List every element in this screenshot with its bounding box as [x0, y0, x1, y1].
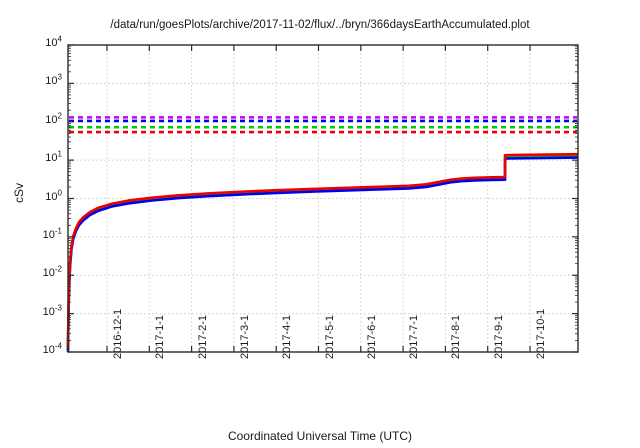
x-tick-label: 2017-5-1 — [323, 314, 336, 359]
x-tick-label: 2017-6-1 — [365, 314, 378, 359]
x-tick-label: 2017-3-1 — [238, 314, 251, 359]
y-tick-label: 102 — [45, 111, 62, 126]
y-tick-label: 104 — [45, 34, 62, 49]
y-tick-label: 101 — [45, 149, 62, 165]
x-tick-label: 2017-9-1 — [492, 314, 505, 359]
accumulated-dose-red — [66, 152, 579, 348]
x-tick-label: 2016-12-1 — [112, 308, 124, 359]
x-tick-label: 2017-1-1 — [154, 314, 167, 359]
x-tick-label: 2017-2-1 — [196, 314, 209, 359]
y-tick-label: 10-1 — [42, 226, 62, 241]
x-tick-label: 2017-10-1 — [535, 308, 547, 359]
y-tick-label: 103 — [45, 72, 62, 88]
y-tick-label: 100 — [45, 187, 62, 203]
y-tick-label: 10-3 — [42, 302, 62, 318]
chart-title: /data/run/goesPlots/archive/2017-11-02/f… — [110, 19, 530, 31]
axis-frame-layer — [67, 44, 579, 353]
x-tick-label: 2017-4-1 — [281, 314, 294, 359]
threshold-lines-layer — [69, 116, 577, 134]
x-axis-label: Coordinated Universal Time (UTC) — [227, 429, 413, 443]
x-tick-label: 2017-8-1 — [450, 314, 463, 359]
x-tick-label: 2017-7-1 — [408, 314, 421, 359]
y-tick-label: 10-4 — [42, 341, 62, 356]
y-tick-label: 10-2 — [42, 264, 62, 280]
